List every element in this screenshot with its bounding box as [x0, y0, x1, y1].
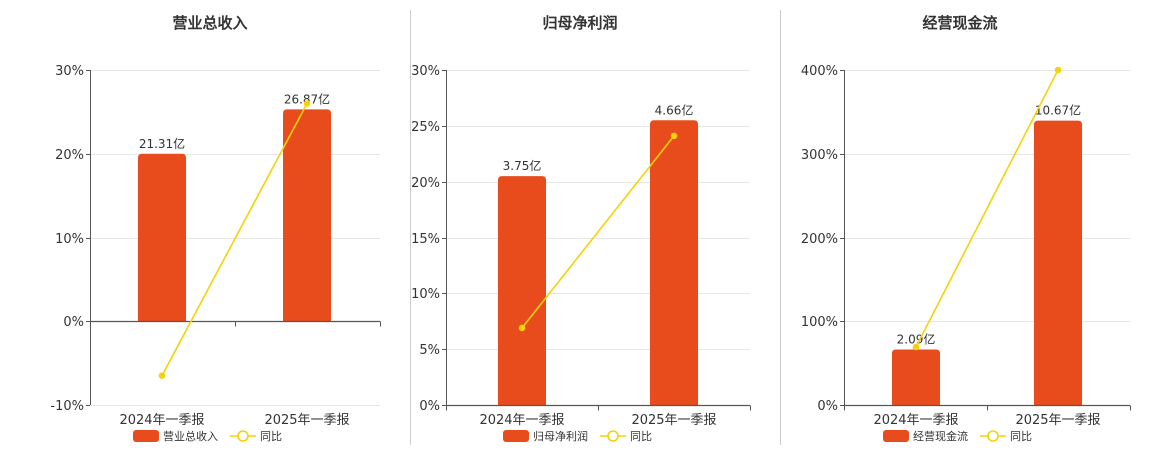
x-category-label: 2024年一季报 [873, 413, 958, 428]
y-tick-label: 5% [419, 343, 440, 358]
yoy-line [161, 103, 308, 377]
chart-panel-3: 经营现金流 400% 300% 200% 100% 0% 2.09亿 10.67亿 2024年一… [801, 14, 1131, 443]
legend-swatch-marker [987, 430, 999, 442]
x-category-label: 2025年一季报 [264, 413, 349, 428]
legend-swatch-bar [133, 430, 159, 442]
y-tick-label: 25% [411, 120, 440, 135]
yoy-point[interactable] [158, 372, 166, 379]
x-category-label: 2025年一季报 [1015, 413, 1100, 428]
x-category-label: 2024年一季报 [479, 413, 564, 428]
y-tick-label: 20% [55, 148, 84, 163]
chart-panel-2: 归母净利润 30% 25% 20% 15% 10% 5% 0% 3.75亿 4.66亿 2024年一… [411, 14, 751, 443]
yoy-point[interactable] [1054, 66, 1062, 74]
y-tick-label: 100% [801, 315, 838, 330]
bar-data-label: 2.09亿 [897, 331, 936, 346]
y-tick-label: -10% [50, 399, 84, 414]
legend-swatch-marker [237, 430, 249, 442]
chart-title: 经营现金流 [922, 14, 997, 32]
legend-swatch-marker [607, 430, 619, 442]
bar[interactable] [498, 176, 546, 405]
chart-title: 归母净利润 [542, 14, 617, 32]
legend: 营业总收入 同比 [133, 429, 282, 443]
chart-title: 营业总收入 [172, 14, 247, 32]
legend-swatch-bar [883, 430, 909, 442]
chart-panel-1: 营业总收入 30% 20% 10% 0% -10% 21.31亿 26.87亿 2024年一季报… [50, 14, 381, 443]
y-tick-label: 200% [801, 232, 838, 247]
yoy-point[interactable] [303, 100, 311, 107]
y-tick-label: 300% [801, 148, 838, 163]
legend-label-line: 同比 [630, 430, 652, 443]
y-tick-label: 10% [411, 287, 440, 302]
bar-data-label: 4.66亿 [655, 102, 694, 117]
y-tick-label: 30% [55, 64, 84, 79]
x-category-label: 2025年一季报 [631, 413, 716, 428]
y-tick-label: 0% [817, 399, 838, 414]
bar-data-label: 21.31亿 [139, 136, 185, 151]
legend-label-bar: 营业总收入 [163, 429, 218, 443]
yoy-point[interactable] [518, 324, 526, 332]
legend: 经营现金流 同比 [883, 429, 1032, 443]
legend-label-line: 同比 [260, 430, 282, 443]
y-tick-label: 400% [801, 64, 838, 79]
bar-data-label: 3.75亿 [503, 158, 542, 173]
bar[interactable] [1034, 120, 1082, 405]
bar-data-label: 26.87亿 [284, 91, 330, 106]
legend-label-line: 同比 [1010, 430, 1032, 443]
y-tick-label: 0% [419, 399, 440, 414]
x-category-label: 2024年一季报 [119, 413, 204, 428]
y-tick-label: 20% [411, 176, 440, 191]
y-tick-label: 15% [411, 232, 440, 247]
bar[interactable] [650, 120, 698, 405]
legend-swatch-bar [503, 430, 529, 442]
legend-label-bar: 经营现金流 [913, 429, 968, 443]
yoy-line [521, 135, 675, 329]
y-tick-label: 10% [55, 232, 84, 247]
yoy-line [915, 69, 1059, 348]
legend-label-bar: 归母净利润 [533, 429, 588, 443]
bar[interactable] [283, 109, 331, 322]
y-tick-label: 0% [63, 315, 84, 330]
y-tick-label: 30% [411, 64, 440, 79]
legend: 归母净利润 同比 [503, 429, 652, 443]
bar[interactable] [892, 349, 940, 405]
yoy-point[interactable] [912, 343, 920, 351]
bar-data-label: 10.67亿 [1035, 103, 1081, 118]
yoy-point[interactable] [670, 132, 678, 140]
bar[interactable] [138, 153, 186, 322]
